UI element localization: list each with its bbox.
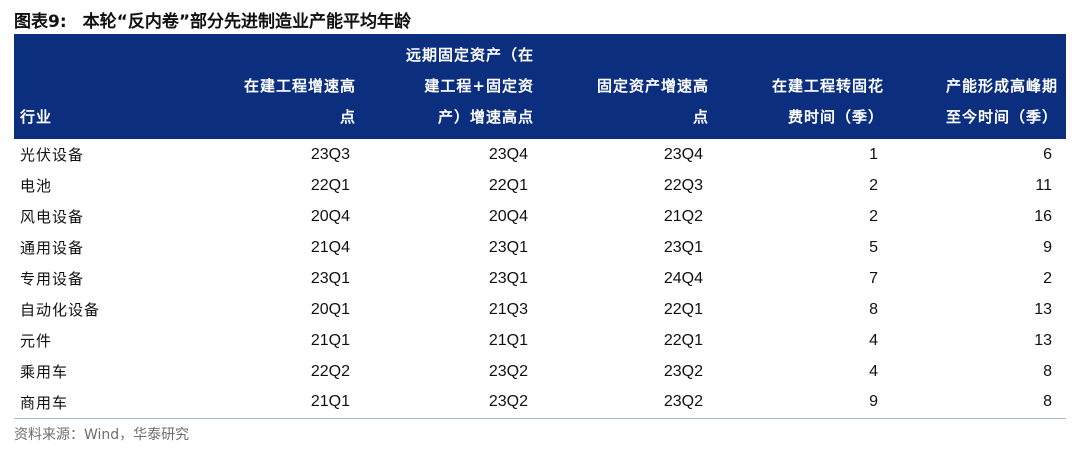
- table-row: 商用车 21Q1 23Q2 23Q2 9 8: [14, 387, 1066, 419]
- fa-peak-cell: 22Q1: [663, 331, 703, 349]
- forward-fa-peak-cell: 20Q4: [488, 207, 528, 225]
- fa-peak-cell: 23Q2: [663, 362, 703, 380]
- cip-peak-cell: 21Q1: [310, 331, 350, 349]
- cip-peak-cell: 22Q1: [310, 176, 350, 194]
- conversion-time-cell: 2: [869, 207, 878, 225]
- cip-peak-cell: 20Q1: [310, 300, 350, 318]
- fa-peak-cell: 23Q1: [663, 238, 703, 256]
- forward-fa-peak-cell: 23Q1: [488, 269, 528, 287]
- header-cip-peak: 在建工程增速高点: [243, 77, 356, 126]
- industry-cell: 电池: [20, 177, 53, 195]
- time-since-peak-cell: 2: [1043, 269, 1052, 287]
- conversion-time-cell: 1: [869, 145, 878, 163]
- table-row: 光伏设备 23Q3 23Q4 23Q4 1 6: [14, 139, 1066, 170]
- cip-peak-cell: 20Q4: [310, 207, 350, 225]
- industry-cell: 风电设备: [20, 208, 85, 226]
- cip-peak-cell: 21Q4: [310, 238, 350, 256]
- time-since-peak-cell: 8: [892, 387, 1066, 419]
- header-forward-fa-peak: 远期固定资产（在 建工程+固定资 产）增速高点: [405, 46, 534, 126]
- forward-fa-peak-cell: 23Q4: [488, 145, 528, 163]
- figure-title: 图表9: 本轮“反内卷”部分先进制造业产能平均年龄: [14, 6, 411, 32]
- industry-cell: 元件: [20, 332, 53, 350]
- header-conversion-time: 在建工程转固花 费时间（季）: [771, 77, 884, 126]
- conversion-time-cell: 8: [869, 300, 878, 318]
- fa-peak-cell: 24Q4: [663, 269, 703, 287]
- fa-peak-cell: 23Q4: [663, 145, 703, 163]
- conversion-time-cell: 4: [869, 362, 878, 380]
- fa-peak-cell: 22Q1: [663, 300, 703, 318]
- table-row: 通用设备 21Q4 23Q1 23Q1 5 9: [14, 232, 1066, 263]
- forward-fa-peak-cell: 21Q1: [488, 331, 528, 349]
- table-row: 专用设备 23Q1 23Q1 24Q4 7 2: [14, 263, 1066, 294]
- table-row: 风电设备 20Q4 20Q4 21Q2 2 16: [14, 201, 1066, 232]
- industry-cell: 自动化设备: [20, 301, 101, 319]
- industry-cell: 乘用车: [20, 363, 69, 381]
- forward-fa-peak-cell: 23Q2: [364, 387, 542, 419]
- conversion-time-cell: 5: [869, 238, 878, 256]
- table-header-row: 行业 在建工程增速高点 远期固定资产（在 建工程+固定资 产）增速高点 固定资产增速…: [14, 34, 1066, 139]
- source-note: 资料来源：Wind，华泰研究: [14, 427, 190, 443]
- cip-peak-cell: 23Q1: [310, 269, 350, 287]
- figure-title-text: 本轮“反内卷”部分先进制造业产能平均年龄: [82, 11, 411, 32]
- fa-peak-cell: 23Q2: [542, 387, 717, 419]
- data-table: 行业 在建工程增速高点 远期固定资产（在 建工程+固定资 产）增速高点 固定资产增速…: [14, 34, 1066, 419]
- time-since-peak-cell: 8: [1043, 362, 1052, 380]
- conversion-time-cell: 4: [869, 331, 878, 349]
- cip-peak-cell: 23Q3: [310, 145, 350, 163]
- time-since-peak-cell: 13: [1034, 331, 1052, 349]
- industry-cell: 通用设备: [20, 239, 85, 257]
- time-since-peak-cell: 16: [1034, 207, 1052, 225]
- conversion-time-cell: 2: [869, 176, 878, 194]
- table-row: 乘用车 22Q2 23Q2 23Q2 4 8: [14, 356, 1066, 387]
- fa-peak-cell: 22Q3: [663, 176, 703, 194]
- conversion-time-cell: 9: [717, 387, 892, 419]
- fa-peak-cell: 21Q2: [663, 207, 703, 225]
- industry-cell: 商用车: [14, 387, 204, 419]
- forward-fa-peak-cell: 23Q2: [488, 362, 528, 380]
- time-since-peak-cell: 13: [1034, 300, 1052, 318]
- figure-number: 图表9:: [14, 11, 67, 32]
- header-fa-peak: 固定资产增速高点: [596, 77, 709, 126]
- table-row: 电池 22Q1 22Q1 22Q3 2 11: [14, 170, 1066, 201]
- header-time-since-peak: 产能形成高峰期 至今时间（季）: [945, 77, 1058, 126]
- forward-fa-peak-cell: 22Q1: [488, 176, 528, 194]
- forward-fa-peak-cell: 21Q3: [488, 300, 528, 318]
- time-since-peak-cell: 9: [1043, 238, 1052, 256]
- conversion-time-cell: 7: [869, 269, 878, 287]
- forward-fa-peak-cell: 23Q1: [488, 238, 528, 256]
- industry-cell: 专用设备: [20, 270, 85, 288]
- cip-peak-cell: 22Q2: [310, 362, 350, 380]
- table-row: 元件 21Q1 21Q1 22Q1 4 13: [14, 325, 1066, 356]
- time-since-peak-cell: 11: [1035, 176, 1052, 194]
- header-industry: 行业: [20, 108, 53, 126]
- table-row: 自动化设备 20Q1 21Q3 22Q1 8 13: [14, 294, 1066, 325]
- industry-cell: 光伏设备: [20, 146, 85, 164]
- cip-peak-cell: 21Q1: [204, 387, 364, 419]
- time-since-peak-cell: 6: [1043, 145, 1052, 163]
